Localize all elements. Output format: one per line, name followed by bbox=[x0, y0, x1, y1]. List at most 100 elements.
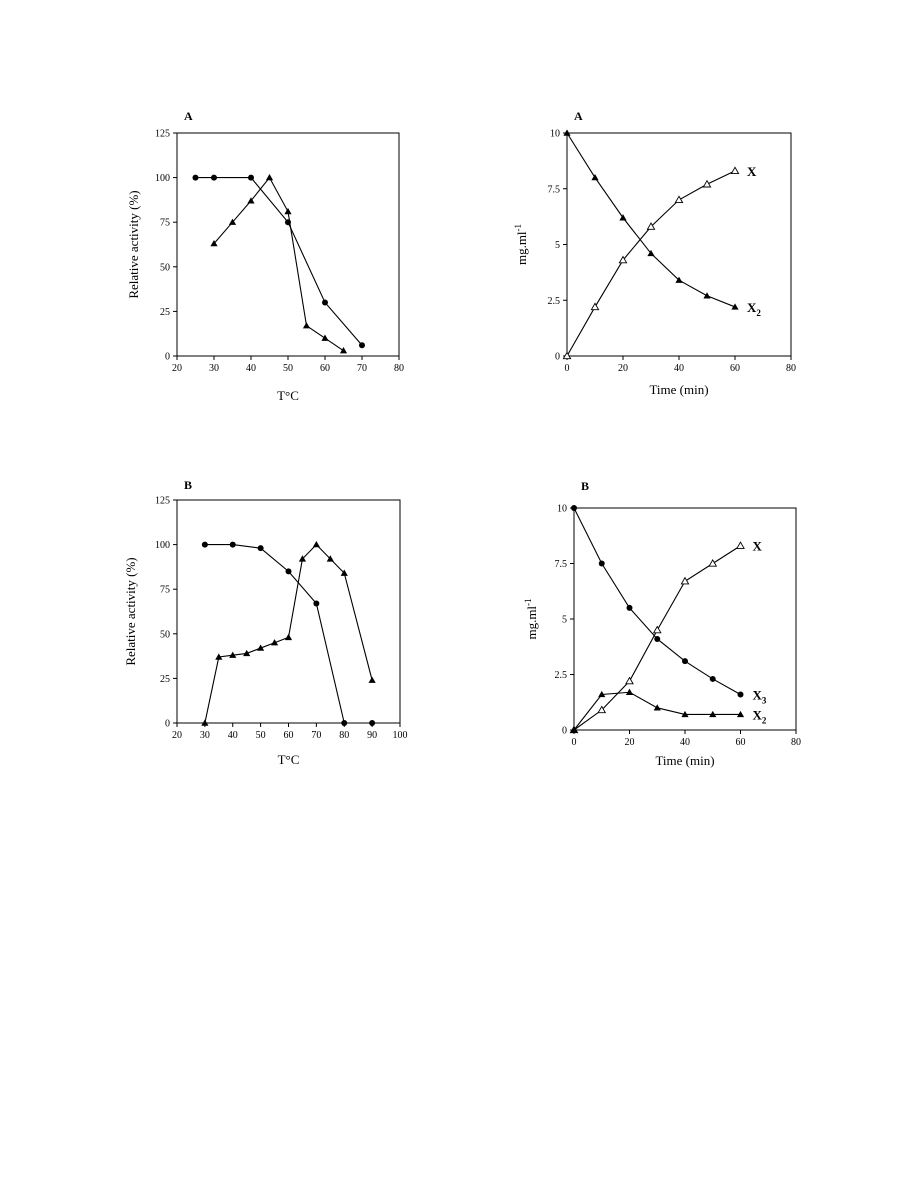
y-tick-label: 75 bbox=[160, 585, 170, 596]
data-point bbox=[680, 576, 690, 585]
series-label: X2 bbox=[747, 300, 761, 318]
y-tick-label: 5 bbox=[562, 615, 567, 626]
plot-frame bbox=[566, 132, 792, 357]
x-axis-label: T°C bbox=[277, 388, 299, 403]
data-point bbox=[652, 625, 662, 634]
series-line bbox=[573, 507, 741, 695]
data-point bbox=[341, 720, 348, 726]
y-axis-label: mg.ml-1 bbox=[523, 598, 539, 639]
y-tick-label: 2.5 bbox=[555, 670, 568, 681]
x-tick-label: 60 bbox=[736, 737, 746, 748]
data-point bbox=[597, 705, 607, 714]
panel-label: B bbox=[581, 479, 589, 493]
x-tick-label: 80 bbox=[791, 737, 801, 748]
data-point bbox=[247, 197, 255, 204]
y-tick-label: 100 bbox=[155, 540, 170, 551]
series-label: X bbox=[753, 539, 763, 554]
x-tick-label: 80 bbox=[786, 363, 796, 374]
data-point bbox=[625, 688, 634, 695]
data-point bbox=[681, 710, 689, 718]
data-point bbox=[201, 541, 208, 548]
data-point bbox=[243, 649, 251, 657]
data-point bbox=[682, 658, 688, 665]
data-point bbox=[737, 691, 744, 698]
plot-frame bbox=[176, 499, 401, 724]
data-point bbox=[731, 303, 739, 310]
chart-a-time: 0 20 40 60 80 0 2.5 5 7.5 10 A Time (min) mg.ml-1 X X2 bbox=[513, 109, 796, 397]
plot-frame bbox=[176, 132, 400, 357]
y-tick-label: 0 bbox=[555, 352, 560, 363]
data-point bbox=[708, 558, 718, 567]
data-point bbox=[647, 249, 655, 257]
x-tick-label: 60 bbox=[284, 730, 294, 741]
data-point bbox=[265, 174, 274, 181]
x-axis-label: Time (min) bbox=[655, 753, 714, 768]
data-point bbox=[598, 690, 606, 698]
x-tick-label: 100 bbox=[393, 730, 408, 741]
data-point bbox=[626, 604, 633, 611]
data-point bbox=[284, 207, 292, 215]
data-point bbox=[674, 195, 684, 204]
data-point bbox=[359, 342, 365, 349]
data-point bbox=[302, 322, 311, 329]
data-point bbox=[313, 600, 320, 607]
x-tick-label: 70 bbox=[357, 363, 367, 374]
series-line bbox=[195, 177, 363, 346]
y-tick-label: 75 bbox=[160, 218, 170, 229]
x-tick-label: 80 bbox=[394, 363, 404, 374]
data-point bbox=[653, 704, 661, 711]
data-point bbox=[619, 214, 627, 221]
y-tick-label: 0 bbox=[165, 719, 170, 730]
x-tick-label: 50 bbox=[256, 730, 266, 741]
panel-label: B bbox=[184, 478, 192, 492]
x-tick-label: 20 bbox=[172, 363, 182, 374]
data-point bbox=[215, 653, 223, 660]
x-tick-label: 90 bbox=[367, 730, 377, 741]
x-tick-label: 60 bbox=[320, 363, 330, 374]
data-point bbox=[625, 676, 634, 685]
x-tick-label: 60 bbox=[730, 363, 740, 374]
x-tick-label: 20 bbox=[172, 730, 182, 741]
x-tick-label: 70 bbox=[311, 730, 321, 741]
data-point bbox=[703, 292, 711, 299]
y-axis-label: mg.ml-1 bbox=[513, 224, 529, 265]
x-tick-label: 0 bbox=[565, 363, 570, 374]
y-tick-label: 7.5 bbox=[555, 559, 568, 570]
data-point bbox=[675, 276, 683, 283]
x-axis-label: Time (min) bbox=[649, 382, 708, 397]
data-point bbox=[570, 726, 578, 733]
chart-a-temperature: 20 30 40 50 60 70 80 0 25 50 75 100 125 A T°C Relative … bbox=[126, 109, 404, 403]
data-point bbox=[736, 710, 745, 718]
data-point bbox=[210, 240, 218, 247]
data-point bbox=[563, 129, 571, 136]
panel-label: A bbox=[574, 109, 583, 123]
x-tick-label: 50 bbox=[283, 363, 293, 374]
data-point bbox=[590, 302, 600, 311]
x-tick-label: 20 bbox=[625, 737, 635, 748]
data-point bbox=[257, 644, 265, 651]
data-point bbox=[571, 505, 577, 511]
y-tick-label: 125 bbox=[155, 496, 170, 507]
x-tick-label: 30 bbox=[200, 730, 210, 741]
data-point bbox=[340, 569, 348, 576]
series-line bbox=[566, 132, 736, 308]
data-point bbox=[368, 676, 376, 683]
data-point bbox=[709, 710, 717, 718]
series-label: X2 bbox=[753, 707, 767, 725]
x-tick-label: 40 bbox=[674, 363, 684, 374]
data-point bbox=[211, 174, 217, 181]
data-point bbox=[598, 560, 605, 567]
data-point bbox=[257, 545, 264, 552]
x-tick-label: 30 bbox=[209, 363, 219, 374]
data-point bbox=[702, 179, 712, 188]
y-tick-label: 0 bbox=[562, 726, 567, 737]
y-tick-label: 5 bbox=[555, 240, 560, 251]
data-point bbox=[229, 541, 236, 548]
x-tick-label: 40 bbox=[246, 363, 256, 374]
data-point bbox=[285, 568, 292, 575]
panel-label: A bbox=[184, 109, 193, 123]
data-point bbox=[709, 675, 716, 682]
data-point bbox=[192, 174, 199, 181]
data-point bbox=[562, 351, 572, 360]
series-line bbox=[566, 170, 736, 357]
